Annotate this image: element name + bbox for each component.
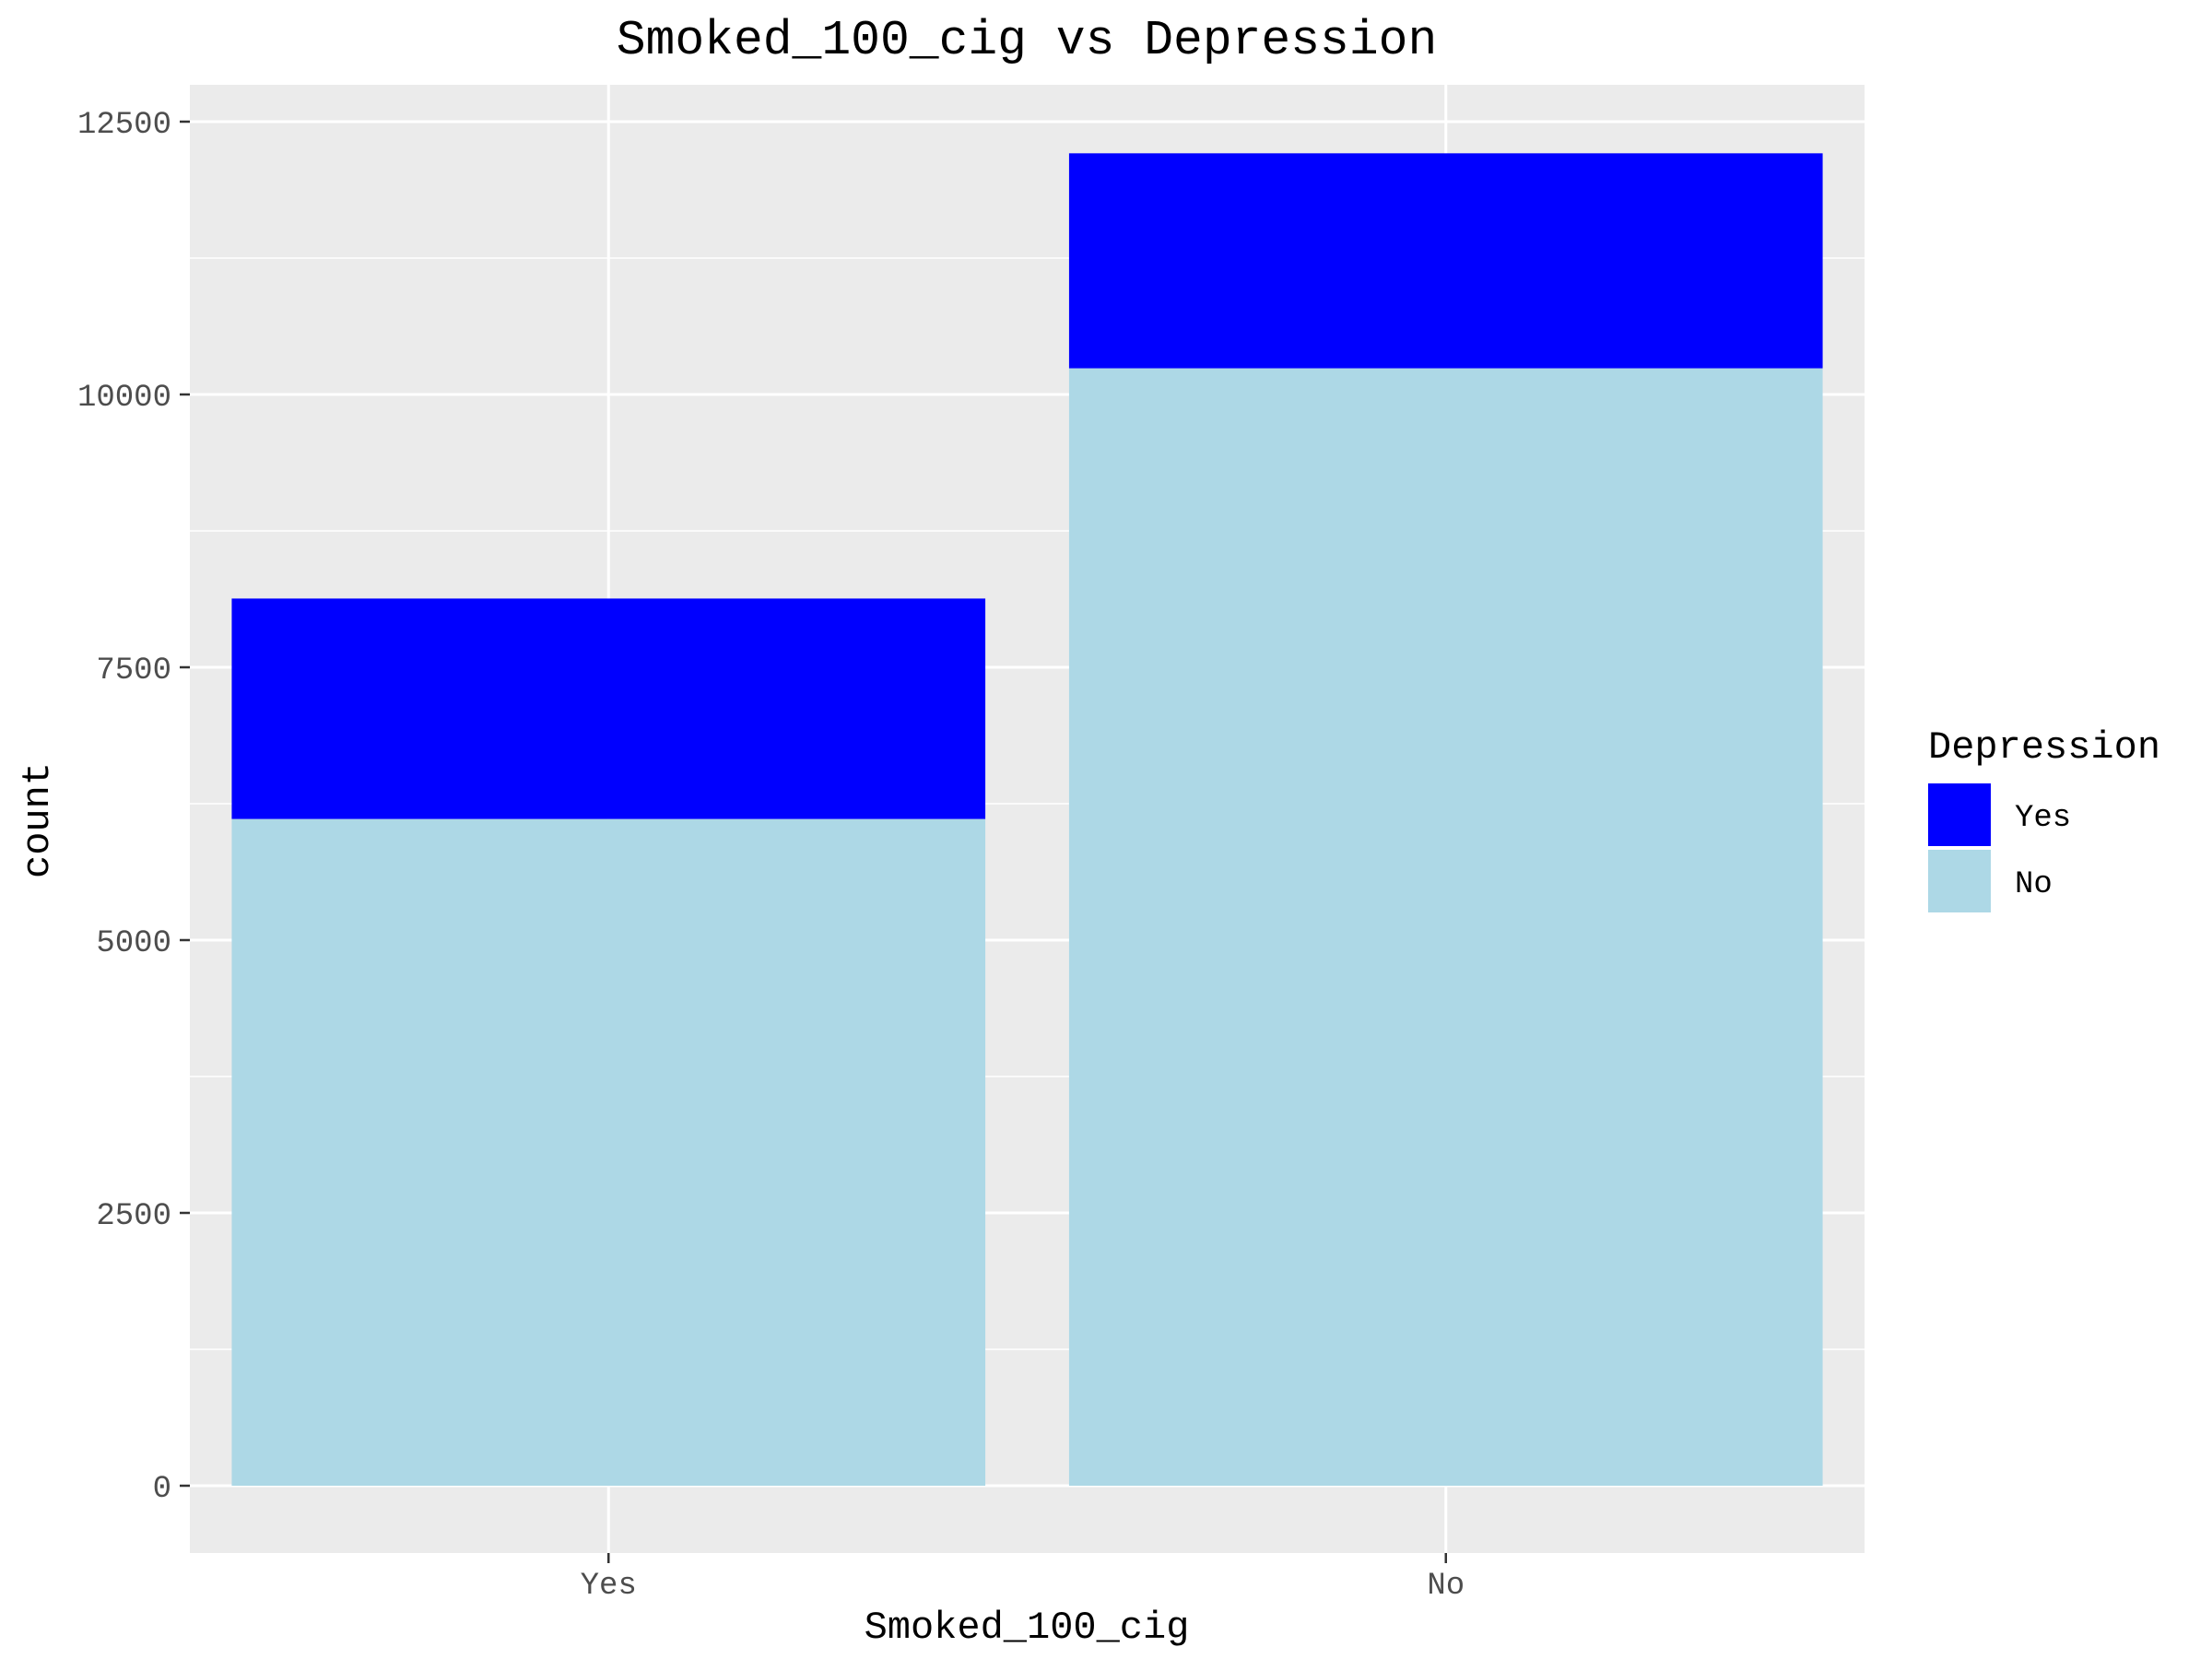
legend-key-yes bbox=[1928, 783, 1991, 846]
legend: Depression Yes No bbox=[1928, 725, 2160, 912]
y-tick-label: 2500 bbox=[96, 1199, 171, 1234]
y-axis-title: count bbox=[16, 762, 60, 878]
legend-key-no bbox=[1928, 850, 1991, 912]
legend-label-yes: Yes bbox=[2015, 801, 2071, 836]
bar-yes-no bbox=[231, 818, 986, 1486]
legend-title: Depression bbox=[1928, 725, 2160, 770]
x-tick-label: Yes bbox=[581, 1569, 637, 1604]
y-tick-label: 10000 bbox=[77, 381, 171, 416]
bars bbox=[231, 153, 1823, 1487]
y-tick-label: 12500 bbox=[77, 108, 171, 143]
y-axis: 0 2500 5000 7500 10000 12500 bbox=[77, 108, 190, 1507]
y-tick-label: 7500 bbox=[96, 653, 171, 688]
bar-yes-yes bbox=[231, 598, 986, 819]
chart-title: Smoked_100_cig vs Depression bbox=[617, 13, 1438, 68]
bar-no-no bbox=[1068, 368, 1823, 1487]
legend-label-no: No bbox=[2015, 867, 2053, 902]
x-axis-title: Smoked_100_cig bbox=[865, 1606, 1190, 1650]
x-axis: Yes No bbox=[581, 1553, 1465, 1604]
x-tick-label: No bbox=[1427, 1569, 1465, 1604]
bar-no-yes bbox=[1068, 153, 1823, 369]
y-tick-label: 5000 bbox=[96, 926, 171, 961]
y-tick-label: 0 bbox=[153, 1472, 171, 1507]
